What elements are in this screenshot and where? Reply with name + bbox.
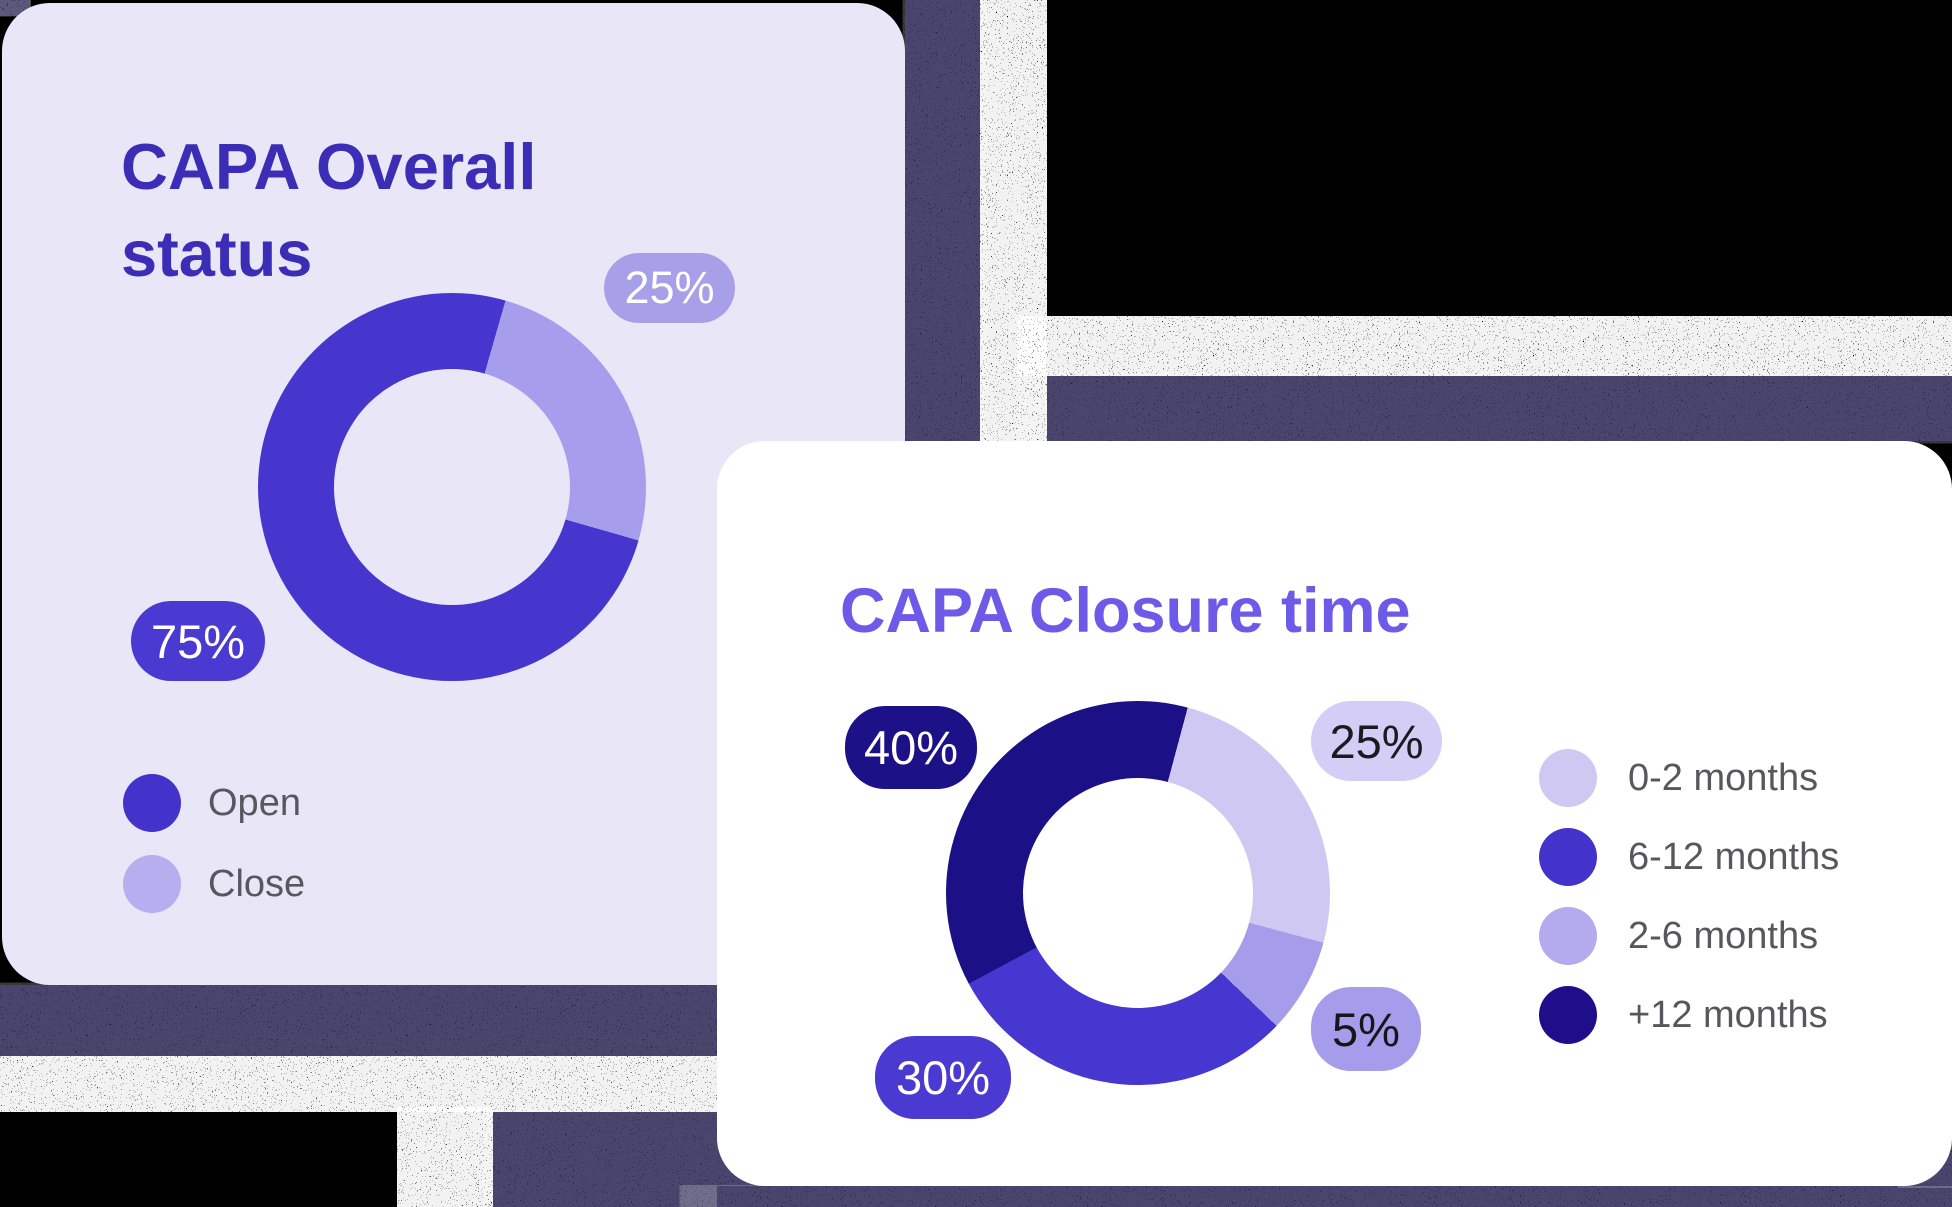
page-title-overall-status: CAPA Overall status (121, 129, 537, 290)
legend-row-6-12-months: 6-12 months (1539, 828, 1839, 886)
donut-hole (1023, 778, 1253, 1008)
overall-status-legend: Open Close (123, 774, 305, 936)
plus-12-months-legend-dot-icon (1539, 986, 1597, 1044)
2-6-months-legend-dot-icon (1539, 907, 1597, 965)
legend-label: 2-6 months (1628, 914, 1819, 957)
percent-badge-plus12-40: 40% (845, 706, 977, 789)
legend-label: +12 months (1628, 993, 1828, 1036)
legend-row-close: Close (123, 855, 305, 913)
donut-hole (334, 369, 570, 605)
legend-label: Close (208, 862, 306, 905)
legend-row-open: Open (123, 774, 305, 832)
legend-label: 6-12 months (1628, 835, 1840, 878)
legend-row-plus-12-months: +12 months (1539, 986, 1839, 1044)
closure-time-donut-chart (946, 701, 1330, 1085)
percent-badge-close-25: 25% (604, 253, 735, 323)
open-legend-dot-icon (123, 774, 181, 832)
percent-badge-open-75: 75% (131, 601, 265, 681)
percent-badge-0to2-25: 25% (1311, 701, 1442, 781)
overall-status-donut-chart (258, 293, 646, 681)
legend-row-2-6-months: 2-6 months (1539, 907, 1839, 965)
legend-row-0-2-months: 0-2 months (1539, 749, 1839, 807)
page-title-closure-time: CAPA Closure time (840, 576, 1411, 647)
capa-closure-time-card: CAPA Closure time 40% 25% 5% 30% 0-2 mon… (717, 441, 1952, 1186)
6-12-months-legend-dot-icon (1539, 828, 1597, 886)
percent-badge-6to12-30: 30% (875, 1036, 1011, 1119)
closure-time-legend: 0-2 months 6-12 months 2-6 months +12 mo… (1539, 749, 1839, 1065)
0-2-months-legend-dot-icon (1539, 749, 1597, 807)
percent-badge-2to6-5: 5% (1311, 987, 1421, 1071)
close-legend-dot-icon (123, 855, 181, 913)
legend-label: Open (208, 781, 301, 824)
legend-label: 0-2 months (1628, 756, 1819, 799)
